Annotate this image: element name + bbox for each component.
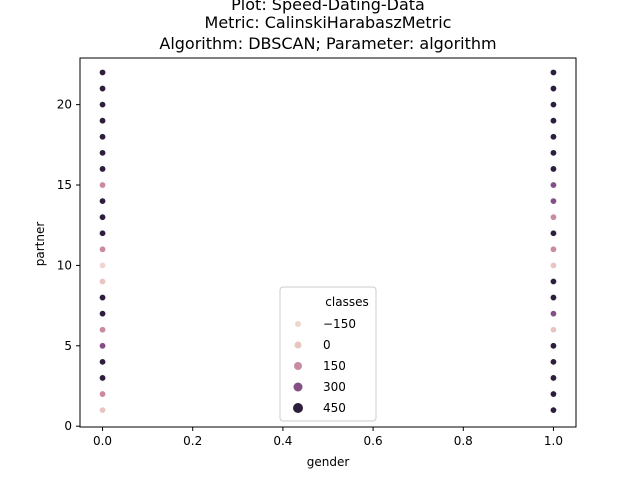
data-point [99,181,107,189]
x-tick-label: 0.4 [273,434,292,448]
x-tick-label: 0.0 [93,434,112,448]
data-point [99,68,107,76]
x-tick-label: 1.0 [544,434,563,448]
x-tick-label: 0.8 [454,434,473,448]
legend-label: 450 [323,401,346,415]
x-tick-label: 0.2 [183,434,202,448]
legend-label: −150 [323,317,356,331]
points-group [99,68,557,414]
legend-label: 300 [323,380,346,394]
y-tick-label: 5 [64,339,72,353]
data-point [549,117,557,125]
data-point [549,181,557,189]
data-point [549,310,557,318]
data-point [549,213,557,221]
y-tick-label: 15 [57,178,72,192]
data-point [549,390,557,398]
data-point [549,342,557,350]
data-point [99,85,107,93]
data-point [549,406,557,414]
legend: classes −150 0 150 300 450 [279,286,377,422]
title-line: Algorithm: DBSCAN; Parameter: algorithm [159,34,496,53]
legend-marker [295,321,301,327]
data-point [99,261,107,269]
data-point [99,213,107,221]
data-point [549,261,557,269]
data-point [549,133,557,141]
data-point [549,229,557,237]
data-point [549,245,557,253]
data-point [99,101,107,109]
y-tick-label: 0 [64,419,72,433]
data-point [99,310,107,318]
data-point [99,133,107,141]
y-tick-label: 20 [57,98,72,112]
data-point [99,197,107,205]
data-point [99,374,107,382]
data-point [549,277,557,285]
title-line: Plot: Speed-Dating-Data [231,0,425,14]
data-point [99,245,107,253]
data-point [549,294,557,302]
axes-frame [79,57,577,428]
data-point [549,149,557,157]
data-point [99,149,107,157]
x-tick-label: 0.6 [364,434,383,448]
data-point [549,326,557,334]
y-axis-label: partner [33,222,47,267]
data-point [549,68,557,76]
data-point [549,165,557,173]
legend-label: 0 [323,338,331,352]
y-tick-label: 10 [57,258,72,272]
legend-marker [293,382,303,392]
data-point [99,294,107,302]
legend-marker [294,362,302,370]
data-point [549,358,557,366]
chart-title: Plot: Speed-Dating-Data Metric: Calinski… [159,0,496,53]
data-point [99,165,107,173]
data-point [549,197,557,205]
data-point [99,406,107,414]
data-point [549,85,557,93]
data-point [99,117,107,125]
legend-marker [294,341,302,349]
legend-label: 150 [323,359,346,373]
data-point [549,374,557,382]
tick-group: 0.0 0.2 0.4 0.6 0.8 1.0 0 5 10 15 20 [57,98,563,448]
legend-marker [293,403,303,413]
data-point [99,390,107,398]
legend-box [279,286,377,422]
data-point [99,326,107,334]
x-axis-label: gender [307,455,350,469]
data-point [99,229,107,237]
data-point [99,342,107,350]
legend-title: classes [325,295,368,309]
data-point [99,358,107,366]
data-point [549,101,557,109]
title-line: Metric: CalinskiHarabaszMetric [205,13,452,32]
data-point [99,277,107,285]
